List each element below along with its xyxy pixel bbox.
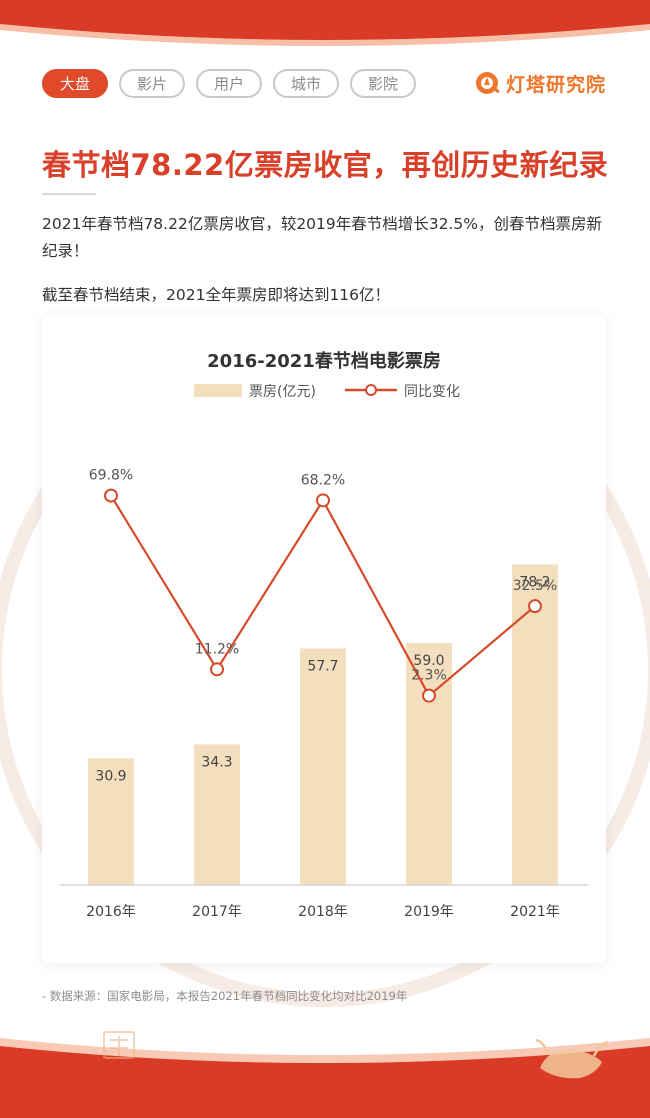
line-point-1: [104, 488, 118, 503]
chart-title: 2016-2021春节档电影票房: [207, 350, 441, 372]
line-point-2: [210, 662, 224, 677]
line-label-2: 11.2%: [195, 641, 239, 657]
page-title: 春节档78.22亿票房收官，再创历史新纪录: [42, 148, 609, 182]
bar-3: [300, 648, 346, 885]
tab-dapan[interactable]: 大盘: [42, 69, 108, 98]
ox-2021-ornament-icon: [535, 1038, 609, 1079]
data-source-note: - 数据来源：国家电影局，本报告2021年春节档同比变化均对比2019年: [42, 989, 408, 1003]
bar-label-2: 34.3: [201, 754, 232, 770]
line-label-4: 2.3%: [411, 668, 447, 684]
top-decoration-band: [0, 0, 650, 46]
legend-line-marker: [365, 384, 377, 396]
line-point-5: [528, 599, 542, 614]
tab-users[interactable]: 用户: [196, 69, 262, 98]
brand-logo: 灯塔研究院: [474, 69, 606, 97]
tab-cinemas[interactable]: 影院: [350, 69, 416, 98]
lighthouse-logo-icon: [476, 72, 500, 94]
bar-label-4: 59.0: [413, 653, 444, 669]
forecast-paragraph: 截至春节档结束，2021全年票房即将达到116亿！: [42, 286, 391, 304]
bottom-decoration-band: [0, 1031, 650, 1118]
bar-1: [88, 758, 134, 885]
title-divider: [42, 193, 96, 195]
fu-ornament-icon: [103, 1031, 135, 1059]
x-tick-label-3: 2018年: [298, 904, 348, 920]
line-label-1: 69.8%: [89, 468, 133, 484]
line-point-3: [316, 493, 330, 508]
legend-bar-swatch: [194, 384, 242, 397]
bar-label-1: 30.9: [95, 768, 126, 784]
bar-label-5: 78.2: [519, 574, 550, 590]
x-tick-label-5: 2021年: [510, 904, 560, 920]
line-label-3: 68.2%: [301, 472, 345, 488]
x-tick-label-2: 2017年: [192, 904, 242, 920]
tab-cities[interactable]: 城市: [273, 69, 339, 98]
line-label-5: 32.5%: [513, 578, 557, 594]
category-tabs: 大盘 影片 用户 城市 影院: [42, 69, 416, 98]
legend-line-label: 同比变化: [404, 384, 460, 400]
chart-card: 2016-2021春节档电影票房票房(亿元) 同比变化 30.9 34.3 57.7 59…: [42, 315, 606, 963]
legend-bar-label: 票房(亿元): [249, 384, 316, 400]
tab-films[interactable]: 影片: [119, 69, 185, 98]
x-tick-label-4: 2019年: [404, 904, 454, 920]
bar-label-3: 57.7: [307, 658, 338, 674]
brand-name: 灯塔研究院: [506, 73, 607, 96]
summary-paragraph: 2021年春节档78.22亿票房收官，较2019年春节档增长32.5%，创春节档…: [42, 215, 603, 260]
x-tick-label-1: 2016年: [86, 904, 136, 920]
line-point-4: [422, 688, 436, 703]
bar-2: [194, 744, 240, 885]
